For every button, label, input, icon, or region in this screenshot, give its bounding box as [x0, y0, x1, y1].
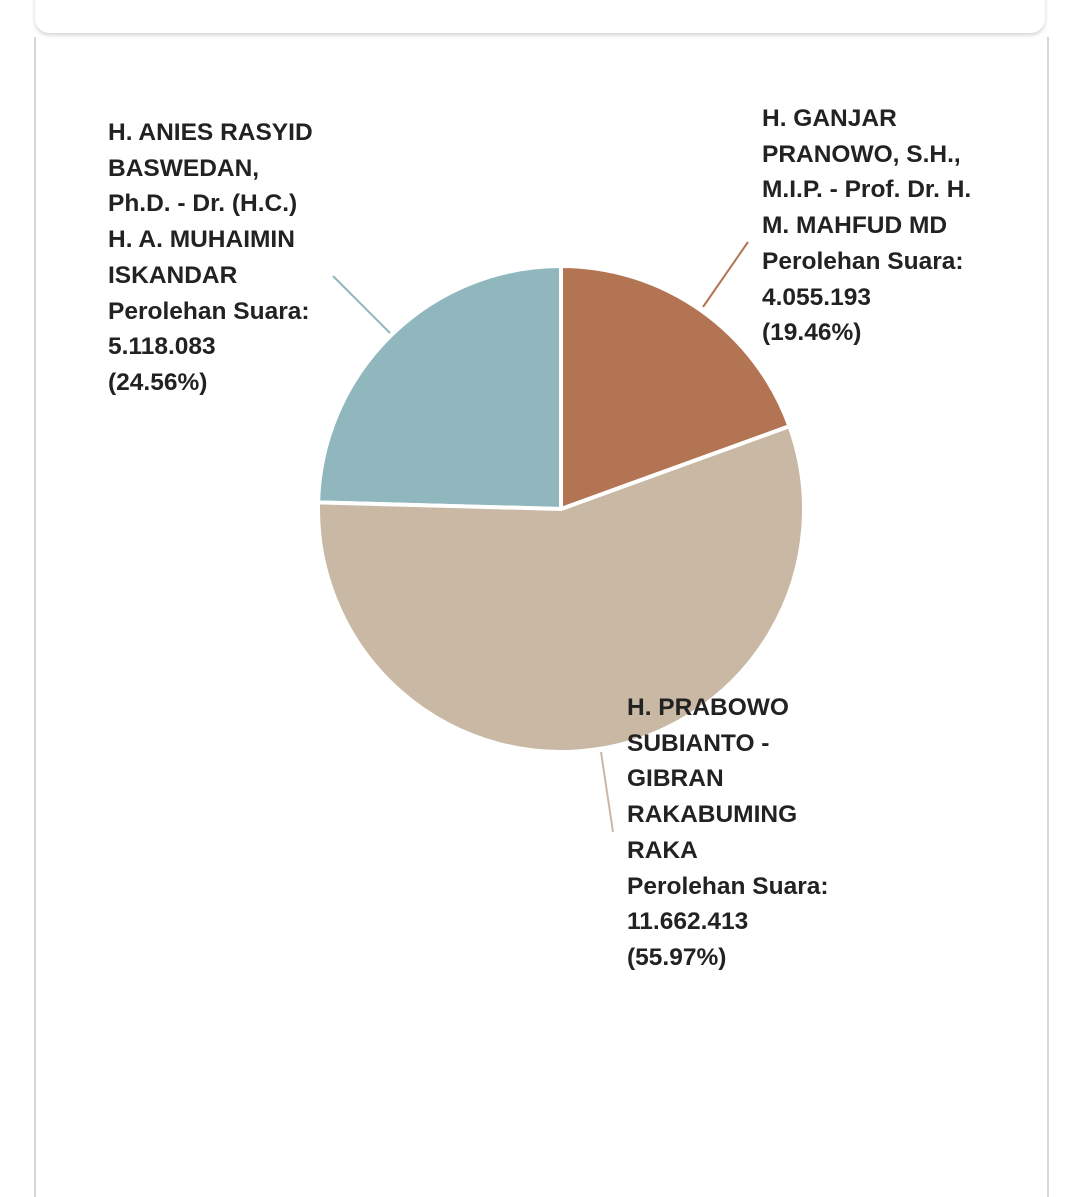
pie-slice [316, 424, 806, 754]
slice-label: H. PRABOWO SUBIANTO - GIBRAN RAKABUMING … [627, 690, 845, 976]
label-percent: (24.56%) [108, 368, 208, 396]
label-percent: (19.46%) [762, 319, 862, 347]
label-value: 5.118.083 [108, 333, 216, 361]
leader-line [600, 751, 614, 833]
pie-slice [316, 264, 563, 511]
label-name: H. ANIES RASYID BASWEDAN, Ph.D. - Dr. (H… [108, 119, 313, 289]
slice-label: H. GANJAR PRANOWO, S.H., M.I.P. - Prof. … [762, 101, 980, 351]
pie-slice [559, 264, 792, 511]
leader-line [332, 275, 391, 334]
label-caption: Perolehan Suara: [762, 247, 964, 275]
chart-panel [34, 37, 1049, 1197]
label-percent: (55.97%) [627, 943, 727, 971]
leader-line [702, 241, 749, 308]
card [35, 0, 1045, 33]
label-value: 11.662.413 [627, 908, 749, 936]
label-caption: Perolehan Suara: [627, 872, 829, 900]
label-name: H. PRABOWO SUBIANTO - GIBRAN RAKABUMING … [627, 694, 798, 864]
label-name: H. GANJAR PRANOWO, S.H., M.I.P. - Prof. … [762, 105, 972, 240]
label-caption: Perolehan Suara: [108, 297, 310, 325]
label-value: 4.055.193 [762, 283, 871, 311]
slice-label: H. ANIES RASYID BASWEDAN, Ph.D. - Dr. (H… [108, 115, 326, 401]
